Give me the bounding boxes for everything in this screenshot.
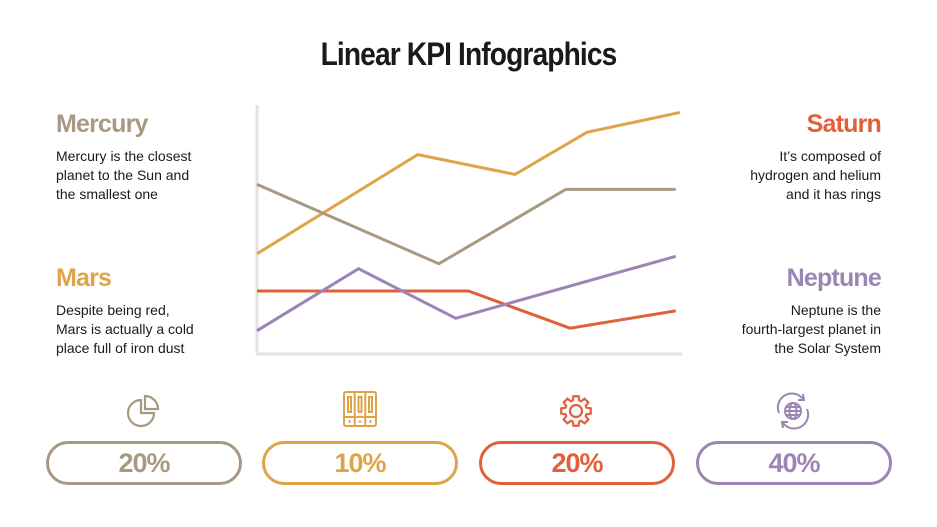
desc-line: planet to the Sun and — [56, 167, 190, 183]
pie-chart-icon — [126, 394, 160, 428]
desc-line: Despite being red, — [56, 302, 170, 318]
saturn-title: Saturn — [806, 110, 882, 138]
series-line-1 — [256, 182, 676, 266]
series-line-2 — [257, 289, 677, 330]
kpi-saturn-value: 20% — [479, 441, 675, 485]
mercury-description: Mercury is the closest planet to the Sun… — [56, 147, 246, 204]
kpi-mars-value: 10% — [262, 441, 458, 485]
neptune-description: Neptune is the fourth-largest planet in … — [691, 301, 881, 358]
desc-line: hydrogen and helium — [750, 167, 881, 183]
desc-line: It’s composed of — [779, 148, 881, 164]
desc-line: the smallest one — [56, 186, 158, 202]
series-line-3 — [256, 254, 677, 332]
desc-line: Mercury is the closest — [56, 148, 192, 164]
mercury-title: Mercury — [56, 110, 148, 138]
mars-title: Mars — [56, 264, 112, 292]
mars-description: Despite being red, Mars is actually a co… — [56, 301, 246, 358]
desc-line: the Solar System — [774, 340, 881, 356]
desc-line: fourth-largest planet in — [741, 321, 881, 337]
neptune-title: Neptune — [786, 264, 882, 292]
kpi-mercury-value: 20% — [46, 441, 242, 485]
gear-icon — [560, 395, 592, 427]
desc-line: place full of iron dust — [56, 340, 185, 356]
kpi-neptune-value: 40% — [696, 441, 892, 485]
page-title: Linear KPI Infographics — [320, 36, 618, 72]
globe-refresh-icon — [776, 392, 810, 430]
desc-line: Neptune is the — [790, 302, 881, 318]
saturn-description: It’s composed of hydrogen and helium and… — [691, 147, 881, 204]
desc-line: Mars is actually a cold — [56, 321, 194, 337]
desc-line: and it has rings — [786, 186, 881, 202]
series-line-0 — [256, 110, 681, 256]
server-rack-icon — [343, 391, 377, 427]
